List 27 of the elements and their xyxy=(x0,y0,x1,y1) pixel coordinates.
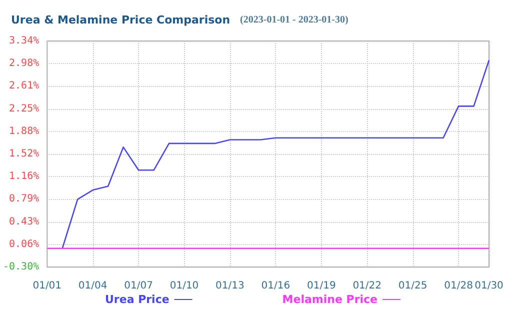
x-tick-label: 01/16 xyxy=(261,280,290,292)
chart-title: Urea & Melamine Price Comparison xyxy=(11,14,230,26)
x-tick-label: 01/19 xyxy=(306,280,336,292)
line-series xyxy=(62,60,490,250)
y-tick-label: 1.16% xyxy=(9,171,40,182)
x-tick-label: 01/13 xyxy=(216,280,244,292)
x-tick-label: 01/22 xyxy=(352,280,382,292)
legend-label: Melamine Price xyxy=(282,293,378,306)
legend-label: Urea Price xyxy=(104,293,170,306)
x-tick-label: 01/01 xyxy=(32,280,62,292)
y-tick-label: 3.34% xyxy=(9,36,40,46)
y-tick-label: 0.79% xyxy=(9,194,40,205)
y-tick-label: 0.06% xyxy=(9,238,40,250)
y-tick-label: 2.61% xyxy=(9,80,40,92)
y-tick-label: 2.98% xyxy=(9,58,40,70)
x-tick-label: 01/07 xyxy=(124,280,153,292)
chart-subtitle: (2023-01-01 - 2023-01-30) xyxy=(240,14,348,26)
x-tick-label: 01/10 xyxy=(170,280,199,292)
y-tick-label: -0.30% xyxy=(3,262,40,272)
x-tick-label: 01/25 xyxy=(398,280,428,292)
y-tick-label: 1.88% xyxy=(9,126,40,137)
y-tick-label: 1.52% xyxy=(9,148,40,160)
x-tick-label: 01/04 xyxy=(78,280,108,292)
y-tick-label: 0.43% xyxy=(9,216,40,228)
x-tick-label: 01/30 xyxy=(474,280,504,292)
y-tick-label: 2.25% xyxy=(9,103,40,114)
x-tick-label: 01/28 xyxy=(444,280,473,292)
